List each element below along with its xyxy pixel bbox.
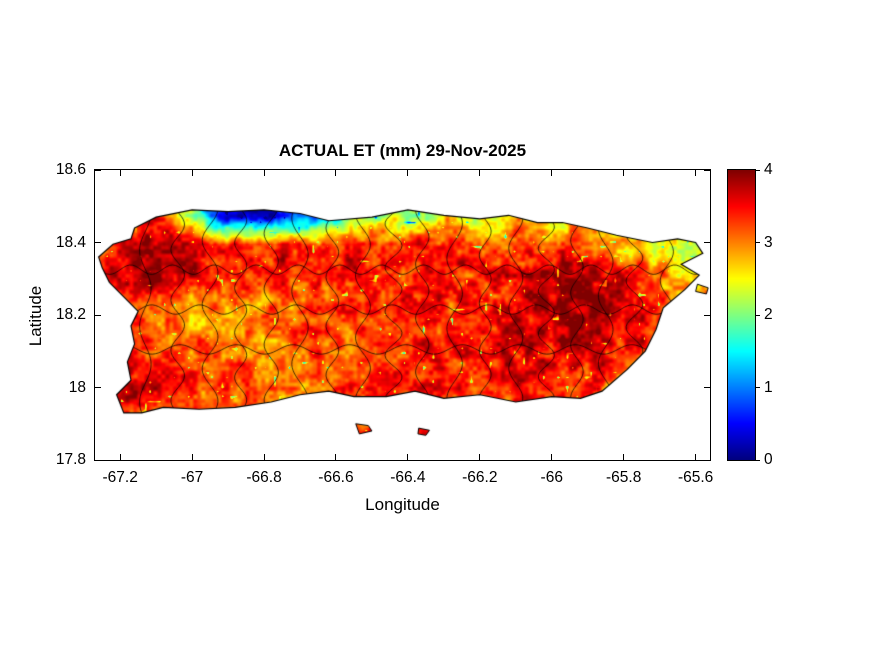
x-tick-mark-top bbox=[119, 170, 121, 176]
x-tick-mark-top bbox=[407, 170, 409, 176]
y-tick-mark-right bbox=[704, 242, 710, 243]
et-heatmap-canvas bbox=[95, 170, 710, 460]
x-tick-label: -66.6 bbox=[318, 469, 354, 486]
x-tick-label: -66.2 bbox=[462, 469, 498, 486]
y-tick-label: 18 bbox=[68, 378, 86, 396]
y-tick-label: 18.6 bbox=[55, 161, 86, 178]
y-tick-mark-right bbox=[704, 169, 710, 171]
x-tick-mark-top bbox=[623, 170, 625, 176]
x-tick-label: -67.2 bbox=[102, 469, 138, 486]
x-tick-label: -66 bbox=[540, 469, 563, 486]
x-tick-mark-top bbox=[479, 170, 481, 176]
colorbar-tick-label: 4 bbox=[764, 161, 773, 178]
x-tick-mark-top bbox=[551, 170, 553, 176]
y-tick-label: 18.2 bbox=[55, 306, 86, 323]
x-tick-mark bbox=[191, 454, 193, 460]
chart-title: ACTUAL ET (mm) 29-Nov-2025 bbox=[278, 141, 527, 160]
x-tick-mark bbox=[479, 454, 481, 460]
colorbar bbox=[727, 169, 756, 461]
colorbar-tick-mark bbox=[756, 242, 760, 243]
x-tick-label: -65.6 bbox=[677, 469, 714, 486]
x-axis-label: Longitude bbox=[365, 495, 440, 514]
colorbar-tick-label: 3 bbox=[764, 233, 773, 251]
x-tick-label: -66.8 bbox=[246, 469, 282, 486]
plot-area bbox=[94, 169, 711, 461]
x-tick-mark-top bbox=[191, 170, 193, 176]
x-tick-label: -65.8 bbox=[606, 469, 642, 486]
y-tick-mark bbox=[95, 169, 101, 171]
x-tick-mark bbox=[551, 454, 553, 460]
x-tick-label: -66.4 bbox=[390, 469, 426, 486]
colorbar-tick-mark bbox=[756, 459, 760, 461]
x-tick-label: -67 bbox=[180, 469, 204, 486]
x-tick-mark bbox=[119, 454, 121, 460]
colorbar-gradient bbox=[728, 170, 755, 460]
x-tick-mark bbox=[263, 454, 265, 460]
colorbar-tick-mark bbox=[756, 314, 760, 316]
colorbar-tick-label: 0 bbox=[764, 451, 773, 468]
colorbar-tick-label: 2 bbox=[764, 306, 773, 323]
x-tick-mark bbox=[407, 454, 409, 460]
x-tick-mark-top bbox=[695, 170, 697, 176]
x-tick-mark bbox=[335, 454, 337, 460]
y-tick-label: 18.4 bbox=[55, 233, 86, 251]
y-tick-mark-right bbox=[704, 314, 710, 316]
y-tick-mark bbox=[95, 459, 101, 461]
y-tick-mark bbox=[95, 314, 101, 316]
colorbar-tick-mark bbox=[756, 169, 760, 171]
y-tick-label: 17.8 bbox=[55, 451, 86, 468]
colorbar-tick-label: 1 bbox=[764, 378, 773, 396]
x-tick-mark-top bbox=[335, 170, 337, 176]
y-tick-mark-right bbox=[704, 459, 710, 461]
x-tick-mark-top bbox=[263, 170, 265, 176]
y-tick-mark-right bbox=[704, 387, 710, 388]
y-tick-mark bbox=[95, 242, 101, 243]
x-tick-mark bbox=[695, 454, 697, 460]
x-tick-mark bbox=[623, 454, 625, 460]
y-tick-mark bbox=[95, 387, 101, 388]
colorbar-tick-mark bbox=[756, 387, 760, 388]
